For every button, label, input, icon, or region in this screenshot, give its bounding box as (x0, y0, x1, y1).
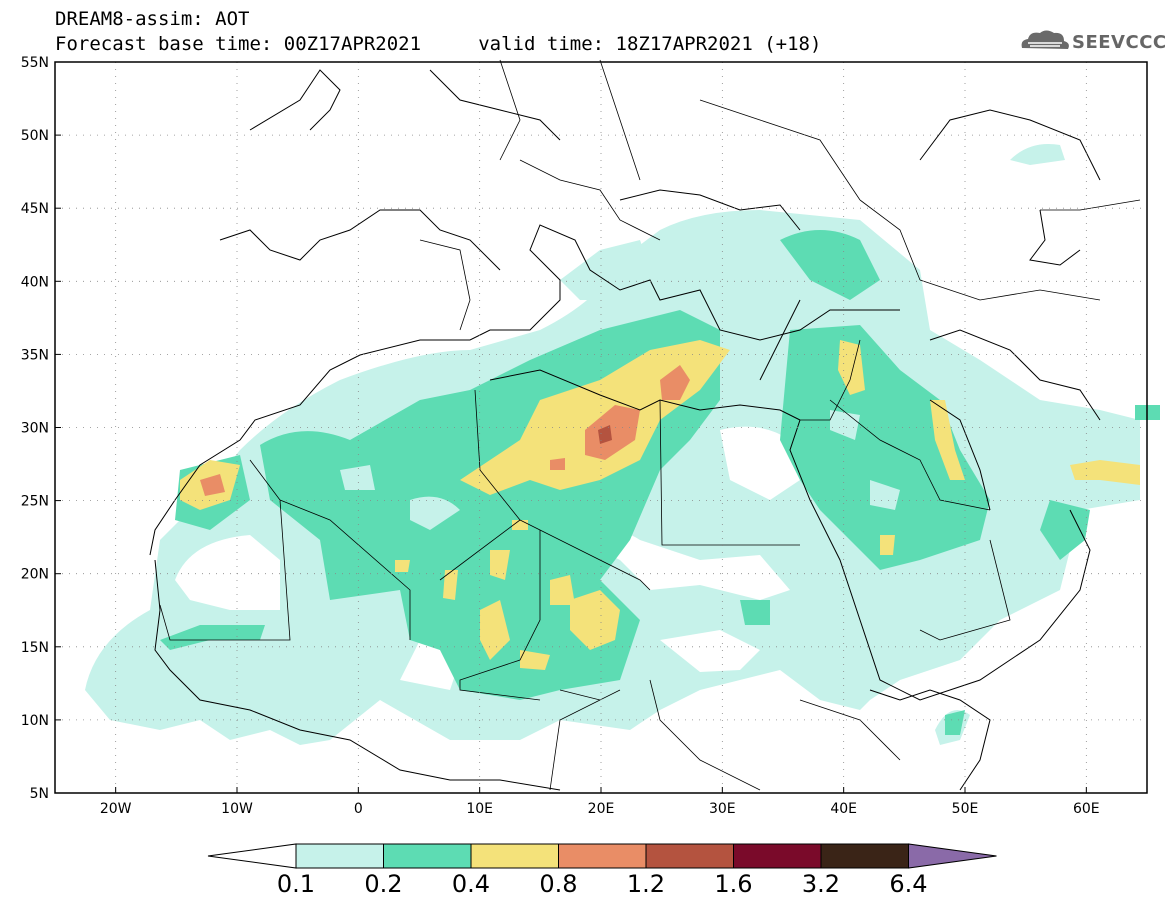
latitude-label: 40N (21, 274, 49, 290)
latitude-label: 30N (21, 421, 49, 437)
longitude-label: 20W (100, 801, 132, 817)
colorbar-label: 6.4 (889, 870, 927, 898)
colorbar-under-arrow (208, 844, 296, 868)
latitude-label: 15N (21, 640, 49, 656)
colorbar-label: 3.2 (802, 870, 840, 898)
colorbar-segment (559, 844, 647, 868)
colorbar-label: 1.2 (627, 870, 665, 898)
latitude-label: 35N (21, 347, 49, 363)
latitude-label: 45N (21, 201, 49, 217)
latitude-label: 55N (21, 55, 49, 71)
longitude-label: 60E (1073, 801, 1100, 817)
colorbar: 0.1 0.2 0.4 0.8 1.2 1.6 3.2 6.4 (208, 844, 997, 898)
longitude-labels: 20W 10W 0 10E 20E 30E 40E 50E 60E (100, 787, 1100, 817)
colorbar-label: 0.4 (452, 870, 490, 898)
colorbar-label: 0.8 (539, 870, 577, 898)
latitude-label: 10N (21, 713, 49, 729)
longitude-label: 10W (221, 801, 253, 817)
latitude-label: 25N (21, 494, 49, 510)
latitude-label: 5N (30, 786, 49, 802)
colorbar-over-arrow (909, 844, 997, 868)
longitude-label: 40E (830, 801, 857, 817)
colorbar-segment (296, 844, 384, 868)
longitude-label: 30E (709, 801, 736, 817)
longitude-label: 50E (952, 801, 979, 817)
longitude-label: 0 (354, 801, 363, 817)
longitude-label: 20E (588, 801, 615, 817)
colorbar-segment (471, 844, 559, 868)
colorbar-segment (384, 844, 472, 868)
latitude-label: 20N (21, 567, 49, 583)
colorbar-segment (646, 844, 734, 868)
colorbar-label: 1.6 (714, 870, 752, 898)
longitude-label: 10E (466, 801, 493, 817)
colorbar-label: 0.2 (364, 870, 402, 898)
colorbar-segment (734, 844, 822, 868)
latitude-label: 50N (21, 128, 49, 144)
colorbar-segment (821, 844, 909, 868)
colorbar-label: 0.1 (277, 870, 315, 898)
